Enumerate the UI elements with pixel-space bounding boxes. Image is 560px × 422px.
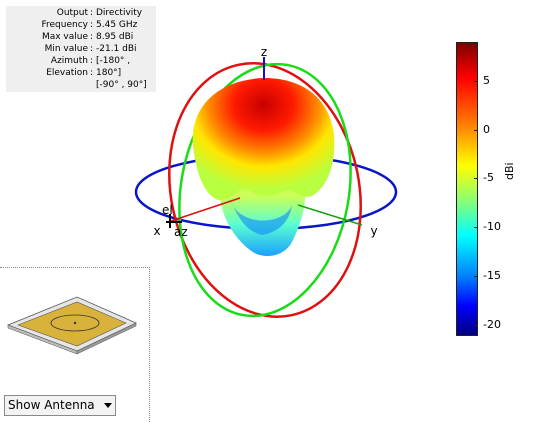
antenna-thumbnail bbox=[6, 296, 137, 355]
colorbar-tick bbox=[474, 276, 478, 278]
colorbar-label: dBi bbox=[503, 162, 516, 180]
info-label: Min value bbox=[44, 44, 88, 54]
y-axis-line bbox=[297, 204, 363, 226]
plot-info-panel: Output: Directivity Frequency:5.45 GHz Max … bbox=[6, 6, 156, 92]
info-row: Output: Directivity bbox=[56, 8, 143, 18]
info-value: 180°] bbox=[96, 68, 122, 78]
y-axis-label: y bbox=[370, 224, 377, 238]
colorbar-tick-label: -15 bbox=[483, 269, 501, 283]
colorbar-tick bbox=[474, 178, 478, 180]
info-label: Output bbox=[56, 8, 88, 18]
colorbar-tick bbox=[474, 80, 478, 82]
colorbar-tick-label: -5 bbox=[483, 171, 494, 185]
info-value: -21.1 dBi bbox=[96, 44, 137, 54]
colorbar-tick bbox=[474, 227, 478, 229]
azimuth-axis-label: az bbox=[174, 225, 188, 239]
colorbar-tick-label: -10 bbox=[483, 220, 501, 234]
colorbar-tick-label: -20 bbox=[483, 318, 501, 332]
info-row: Max value:8.95 dBi bbox=[41, 32, 134, 42]
info-row: Min value: -21.1 dBi bbox=[44, 44, 137, 54]
colorbar-tick bbox=[474, 325, 478, 327]
antenna-thumbnail-frame bbox=[0, 267, 150, 422]
colorbar-tick-label: 5 bbox=[483, 73, 490, 87]
info-label: Azimuth bbox=[50, 56, 88, 66]
colorbar-tick-label: 0 bbox=[483, 122, 490, 136]
elevation-axis-label: el bbox=[162, 203, 173, 217]
x-axis-line bbox=[167, 197, 241, 223]
info-label: Max value bbox=[41, 32, 88, 42]
info-label: Elevation bbox=[46, 68, 88, 78]
patch-icon bbox=[17, 301, 127, 347]
show-antenna-label: Show Antenna bbox=[8, 398, 95, 412]
elevation-ring-red bbox=[168, 62, 362, 318]
chevron-down-icon bbox=[104, 403, 112, 408]
colorbar bbox=[456, 42, 478, 336]
x-axis-label: x bbox=[153, 224, 160, 238]
info-row: [-90° , 90°] bbox=[6, 79, 156, 91]
show-antenna-dropdown[interactable]: Show Antenna bbox=[4, 395, 116, 416]
colorbar-tick bbox=[474, 129, 478, 131]
info-row: Frequency:5.45 GHz bbox=[41, 20, 138, 30]
elevation-ring-green bbox=[178, 62, 352, 318]
info-value: [-180° , bbox=[96, 56, 131, 66]
info-value: [-90° , 90°] bbox=[96, 80, 147, 90]
info-value: Directivity bbox=[96, 8, 143, 18]
info-value: 5.45 GHz bbox=[96, 20, 138, 30]
info-row: Azimuth: [-180° , bbox=[50, 56, 131, 66]
pattern-main-lobe bbox=[192, 78, 335, 201]
info-value: 8.95 dBi bbox=[96, 32, 134, 42]
info-row: Elevation:180°] bbox=[46, 68, 122, 78]
info-label: Frequency bbox=[41, 20, 89, 30]
z-axis-label: z bbox=[261, 45, 267, 59]
